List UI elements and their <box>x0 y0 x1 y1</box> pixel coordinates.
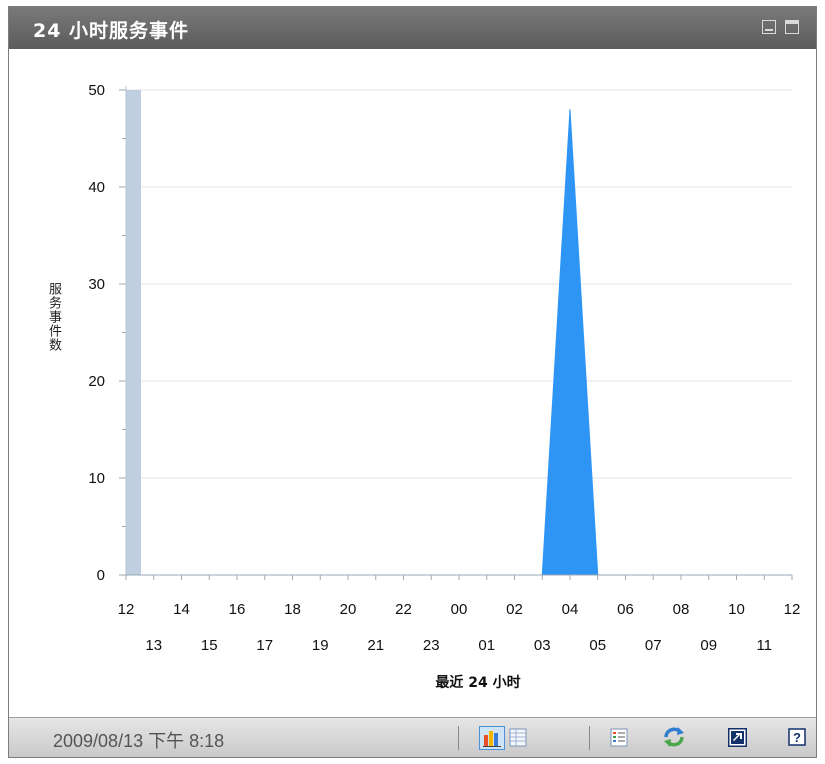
x-tick-label: 03 <box>534 637 551 654</box>
bar-chart-icon <box>483 731 501 747</box>
service-events-panel: 24 小时服务事件 0 10 20 30 40 50 12 14 16 18 20 22 00 02 04 0… <box>8 6 817 758</box>
toolbar-separator <box>458 726 459 750</box>
x-tick-label: 21 <box>367 637 384 654</box>
bar-chart-button[interactable] <box>479 726 505 750</box>
open-window-button[interactable] <box>725 726 751 750</box>
x-tick-label: 07 <box>645 637 662 654</box>
x-tick-label: 23 <box>423 637 440 654</box>
help-icon: ? <box>788 728 806 746</box>
y-axis-label: 服务事件数 <box>46 282 61 352</box>
panel-footer: 2009/08/13 下午 8:18 <box>9 717 816 757</box>
legend-icon <box>610 728 628 747</box>
y-tick-label: 0 <box>97 567 105 584</box>
help-button[interactable]: ? <box>785 726 811 750</box>
service-events-area <box>126 109 792 576</box>
table-view-icon <box>509 728 527 747</box>
x-tick-label: 15 <box>201 637 218 654</box>
x-tick-label: 20 <box>340 601 357 618</box>
x-tick-label: 02 <box>506 601 523 618</box>
x-tick-label: 09 <box>700 637 717 654</box>
x-tick-label: 13 <box>145 637 162 654</box>
chart-area: 0 10 20 30 40 50 12 14 16 18 20 22 00 02 04 06 08 10 12 13 1… <box>9 49 816 717</box>
y-tick-label: 10 <box>88 470 105 487</box>
x-tick-label: 05 <box>589 637 606 654</box>
x-tick-label: 00 <box>451 601 468 618</box>
toolbar-separator <box>589 726 590 750</box>
x-tick-label: 10 <box>728 601 745 618</box>
x-tick-label: 11 <box>756 637 772 654</box>
y-tick-label: 20 <box>88 373 105 390</box>
help-label: ? <box>793 730 801 745</box>
x-tick-label: 17 <box>256 637 273 654</box>
x-tick-label: 12 <box>784 601 801 618</box>
open-window-icon <box>728 728 747 747</box>
y-tick-label: 50 <box>88 82 105 99</box>
x-axis-label: 最近 24 小时 <box>435 674 520 691</box>
x-tick-label: 22 <box>395 601 412 618</box>
maximize-icon[interactable] <box>785 20 799 34</box>
x-tick-label: 14 <box>173 601 190 618</box>
refresh-icon <box>664 727 684 747</box>
x-tick-label: 19 <box>312 637 329 654</box>
y-tick-label: 40 <box>88 179 105 196</box>
panel-title-bar: 24 小时服务事件 <box>9 7 816 49</box>
x-tick-label: 18 <box>284 601 301 618</box>
x-tick-label: 06 <box>617 601 634 618</box>
x-tick-label: 01 <box>478 637 495 654</box>
x-tick-label: 08 <box>673 601 690 618</box>
panel-title: 24 小时服务事件 <box>33 20 190 42</box>
table-view-button[interactable] <box>506 726 532 750</box>
legend-button[interactable] <box>607 726 633 750</box>
first-hour-bar <box>126 90 141 575</box>
refresh-button[interactable] <box>661 726 687 750</box>
x-tick-label: 04 <box>562 601 579 618</box>
x-tick-label: 12 <box>118 601 135 618</box>
x-tick-label: 16 <box>229 601 246 618</box>
last-updated-timestamp: 2009/08/13 下午 8:18 <box>53 731 225 751</box>
y-tick-label: 30 <box>88 276 105 293</box>
minimize-icon[interactable] <box>762 20 776 34</box>
